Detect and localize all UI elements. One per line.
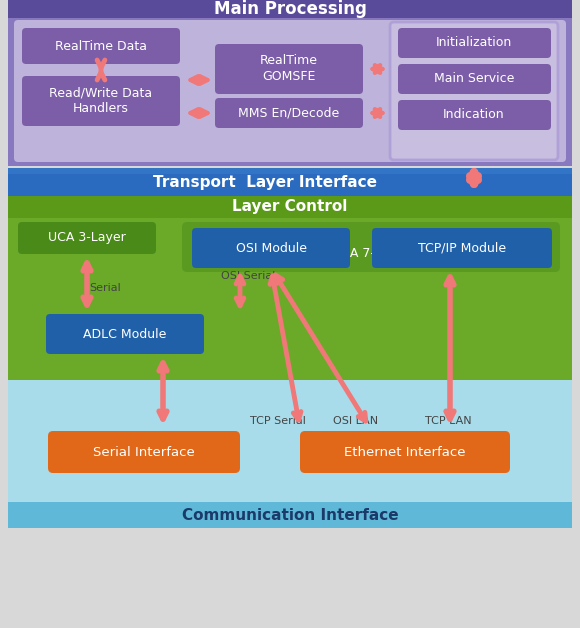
FancyBboxPatch shape: [22, 76, 180, 126]
FancyBboxPatch shape: [390, 22, 558, 160]
FancyBboxPatch shape: [398, 28, 551, 58]
Bar: [8, 196, 572, 218]
FancyBboxPatch shape: [14, 20, 566, 162]
Text: TCP LAN: TCP LAN: [425, 416, 472, 426]
FancyBboxPatch shape: [182, 222, 560, 272]
Text: OSI LAN: OSI LAN: [334, 416, 379, 426]
Bar: [8, 502, 572, 528]
Text: Layer Control: Layer Control: [233, 200, 347, 215]
Text: Serial Interface: Serial Interface: [93, 445, 195, 458]
Bar: [8, 196, 572, 480]
Bar: [8, 168, 572, 174]
Bar: [8, 380, 572, 528]
FancyBboxPatch shape: [398, 100, 551, 130]
Text: Transport  Layer Interface: Transport Layer Interface: [153, 175, 377, 190]
FancyBboxPatch shape: [46, 314, 204, 354]
Text: RealTime Data: RealTime Data: [55, 40, 147, 53]
Text: Main Service: Main Service: [434, 72, 514, 85]
FancyBboxPatch shape: [215, 98, 363, 128]
Text: TCP Serial: TCP Serial: [250, 416, 306, 426]
FancyBboxPatch shape: [300, 431, 510, 473]
Text: UCA 7-Layer: UCA 7-Layer: [332, 247, 410, 261]
Text: Indication: Indication: [443, 109, 505, 121]
Text: Ethernet Interface: Ethernet Interface: [345, 445, 466, 458]
Text: Initialization: Initialization: [436, 36, 512, 50]
Text: RealTime
GOMSFE: RealTime GOMSFE: [260, 55, 318, 84]
Bar: [8, 0, 572, 18]
Text: OSI Module: OSI Module: [235, 242, 306, 254]
Text: TCP/IP Module: TCP/IP Module: [418, 242, 506, 254]
FancyBboxPatch shape: [192, 228, 350, 268]
Text: Communication Interface: Communication Interface: [182, 507, 398, 522]
Text: MMS En/Decode: MMS En/Decode: [238, 107, 340, 119]
Text: Serial: Serial: [89, 283, 121, 293]
FancyBboxPatch shape: [372, 228, 552, 268]
Bar: [8, 6, 572, 166]
Bar: [8, 168, 572, 196]
Text: OSI Serial: OSI Serial: [221, 271, 275, 281]
FancyBboxPatch shape: [215, 44, 363, 94]
Text: Read/Write Data
Handlers: Read/Write Data Handlers: [49, 87, 153, 116]
FancyBboxPatch shape: [22, 28, 180, 64]
FancyBboxPatch shape: [398, 64, 551, 94]
Text: Main Processing: Main Processing: [213, 0, 367, 18]
FancyBboxPatch shape: [48, 431, 240, 473]
FancyBboxPatch shape: [18, 222, 156, 254]
Text: ADLC Module: ADLC Module: [84, 327, 166, 340]
Text: UCA 3-Layer: UCA 3-Layer: [48, 232, 126, 244]
